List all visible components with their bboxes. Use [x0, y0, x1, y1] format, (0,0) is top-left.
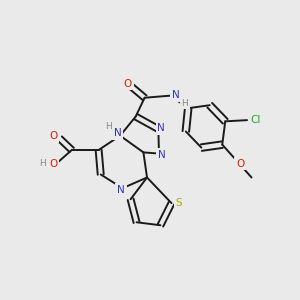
Text: H: H [39, 159, 46, 168]
Text: O: O [236, 159, 244, 169]
Text: O: O [124, 79, 132, 89]
Text: Cl: Cl [250, 115, 261, 124]
Text: H: H [181, 99, 188, 108]
Text: N: N [158, 123, 165, 133]
Text: N: N [117, 185, 125, 195]
Text: S: S [176, 198, 182, 208]
Text: O: O [49, 131, 57, 141]
Text: N: N [172, 90, 180, 100]
Text: N: N [114, 128, 122, 138]
Text: N: N [158, 150, 166, 160]
Text: H: H [105, 122, 112, 130]
Text: O: O [50, 159, 58, 169]
